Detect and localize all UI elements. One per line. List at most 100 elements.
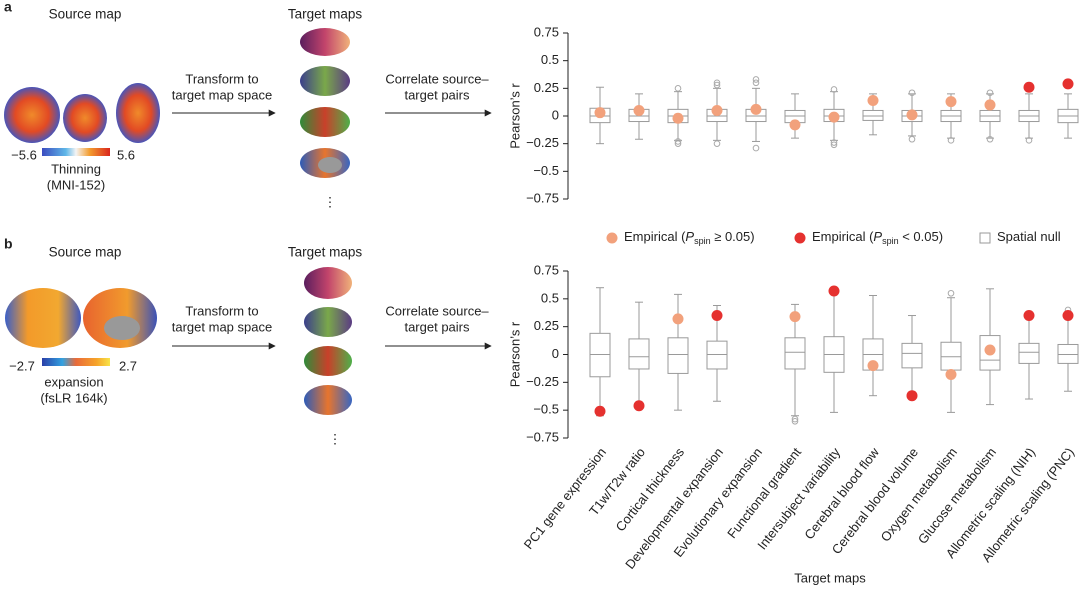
source-title: Source map <box>49 245 122 260</box>
y-tick-label: 0 <box>552 346 559 361</box>
panel-letter: a <box>4 0 12 15</box>
outlier <box>713 81 721 89</box>
brain <box>304 307 352 337</box>
x-tick-label: Functional gradient <box>724 444 804 541</box>
empirical-point <box>828 285 840 297</box>
cbar-label: expansion <box>44 374 103 389</box>
cbar-label: (fsLR 164k) <box>40 390 107 405</box>
source-title: Source map <box>49 7 122 22</box>
empirical-point <box>945 369 957 381</box>
empirical-point <box>867 360 879 372</box>
colorbar <box>42 148 110 156</box>
outlier <box>674 140 682 147</box>
y-tick-label: 0 <box>552 107 559 122</box>
legend-text: < 0.05) <box>899 229 943 244</box>
box <box>862 109 884 121</box>
y-tick-label: −0.75 <box>526 429 559 444</box>
arrow-text: target pairs <box>404 87 470 102</box>
y-tick-label: 0.5 <box>541 290 559 305</box>
brain <box>304 385 352 415</box>
outlier <box>947 137 955 144</box>
y-tick-label: 0.5 <box>541 52 559 67</box>
brain-medial <box>318 157 342 173</box>
box <box>628 338 650 370</box>
legend-swatch <box>979 232 991 244</box>
arrow-text: target pairs <box>404 319 470 334</box>
brain-medial <box>104 316 140 340</box>
box <box>784 337 806 370</box>
brain <box>116 83 160 143</box>
empirical-point <box>672 112 684 124</box>
outlier <box>713 140 721 147</box>
outlier <box>752 144 760 152</box>
y-tick-label: −0.5 <box>533 163 559 178</box>
empirical-point <box>789 311 801 323</box>
outlier <box>986 135 994 143</box>
empirical-point <box>1062 78 1074 90</box>
empirical-point <box>984 99 996 111</box>
empirical-point <box>789 119 801 131</box>
outlier <box>1025 137 1033 144</box>
empirical-point <box>984 344 996 356</box>
outlier <box>947 289 955 297</box>
empirical-point <box>711 310 723 322</box>
ellipsis: ⋮ <box>329 431 342 446</box>
arrow-text: Transform to <box>185 71 258 86</box>
brain <box>304 267 352 299</box>
empirical-point <box>711 104 723 116</box>
brain <box>300 66 350 96</box>
y-axis-label: Pearson’s r <box>507 83 522 149</box>
outlier <box>791 418 799 425</box>
y-tick-label: −0.25 <box>526 374 559 389</box>
empirical-point <box>906 390 918 402</box>
cbar-max: 5.6 <box>117 147 135 162</box>
legend-swatch <box>794 232 806 244</box>
x-axis-label: Target maps <box>794 570 866 585</box>
outlier <box>674 85 682 92</box>
empirical-point <box>1023 310 1035 322</box>
y-tick-label: 0.25 <box>534 318 559 333</box>
target-title: Target maps <box>288 7 363 22</box>
y-tick-label: 0.25 <box>534 80 559 95</box>
box <box>1057 343 1079 364</box>
brain <box>300 28 350 56</box>
empirical-point <box>828 111 840 123</box>
arrow-text: Transform to <box>185 303 258 318</box>
legend-text: P <box>873 229 882 244</box>
outlier <box>752 76 760 83</box>
panel-letter: b <box>4 236 13 252</box>
brain <box>4 87 60 143</box>
box <box>667 337 689 374</box>
arrow-text: Correlate source– <box>385 71 489 86</box>
brain <box>304 346 352 376</box>
colorbar <box>42 358 110 366</box>
legend-text: Empirical ( <box>624 229 686 244</box>
outlier <box>752 79 760 87</box>
empirical-point <box>1023 81 1035 93</box>
legend-label: Empirical (Pspin ≥ 0.05) <box>624 229 755 246</box>
empirical-point <box>906 109 918 121</box>
arrow-text: target map space <box>172 319 272 334</box>
legend-label: Empirical (Pspin < 0.05) <box>812 229 943 246</box>
outlier <box>791 415 799 423</box>
panel-a-diagram: a Source map −5.6 5.6 Thinning (MNI-152)… <box>4 0 492 209</box>
cbar-label: Thinning <box>51 161 101 176</box>
outlier <box>986 89 994 97</box>
legend-text: spin <box>882 236 899 246</box>
outlier <box>908 89 916 97</box>
empirical-point <box>633 104 645 116</box>
empirical-point <box>672 313 684 325</box>
outlier <box>674 138 682 145</box>
brain <box>63 94 107 142</box>
outlier <box>713 79 721 87</box>
legend-text: ≥ 0.05) <box>711 229 755 244</box>
empirical-point <box>594 405 606 417</box>
empirical-point <box>1062 310 1074 322</box>
legend-text: P <box>685 229 694 244</box>
empirical-point <box>867 95 879 107</box>
panel-b-diagram: b Source map −2.7 2.7 expansion (fsLR 16… <box>4 236 492 446</box>
y-axis-label: Pearson’s r <box>507 321 522 387</box>
cbar-max: 2.7 <box>119 358 137 373</box>
empirical-point <box>594 107 606 119</box>
